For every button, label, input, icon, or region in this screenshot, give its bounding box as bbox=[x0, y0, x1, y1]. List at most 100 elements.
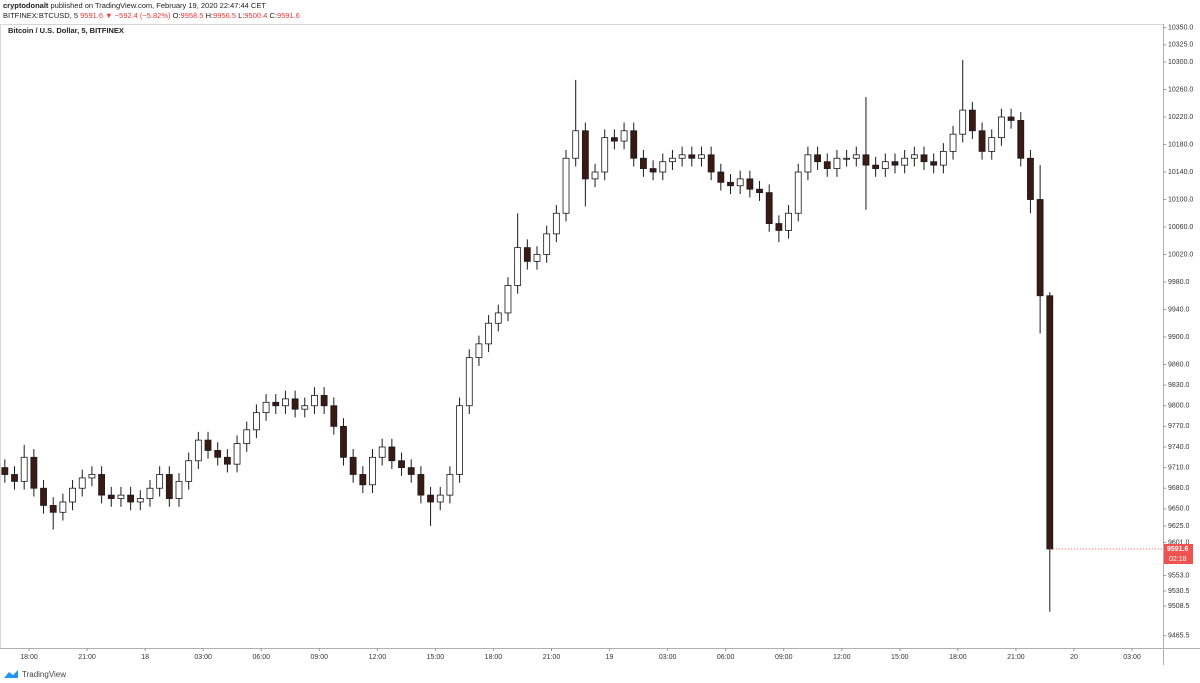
y-tick-label: 9601.0 bbox=[1168, 539, 1190, 546]
candle-body bbox=[601, 137, 609, 173]
candle-body bbox=[388, 446, 396, 462]
x-tick-label: 12:00 bbox=[369, 654, 387, 661]
candle-body bbox=[843, 157, 851, 160]
candle-body bbox=[765, 192, 773, 224]
x-tick-label: 15:00 bbox=[427, 654, 445, 661]
candle-body bbox=[678, 154, 686, 159]
candle-body bbox=[475, 343, 483, 359]
candle-body bbox=[959, 109, 967, 135]
y-tick-label: 9980.0 bbox=[1168, 279, 1190, 286]
candle-body bbox=[939, 150, 947, 166]
candle-body bbox=[446, 474, 454, 496]
y-tick-label: 10060.0 bbox=[1168, 224, 1193, 231]
candle-body bbox=[707, 154, 715, 173]
y-tick-label: 9625.0 bbox=[1168, 523, 1190, 530]
y-tick-label: 9800.0 bbox=[1168, 403, 1190, 410]
candle-body bbox=[194, 439, 202, 462]
y-tick-label: 10140.0 bbox=[1168, 169, 1193, 176]
candle-body bbox=[727, 181, 734, 187]
y-tick-label: 9860.0 bbox=[1168, 361, 1190, 368]
candle-body bbox=[253, 412, 260, 431]
candle-body bbox=[485, 322, 493, 345]
logo-icon bbox=[4, 670, 18, 678]
y-tick-label: 9508.5 bbox=[1168, 603, 1190, 610]
ohlc-label: C: bbox=[269, 11, 277, 20]
candle-body bbox=[688, 154, 696, 159]
ohlc-label: O: bbox=[172, 11, 181, 20]
y-tick-label: 10020.0 bbox=[1168, 251, 1193, 258]
candle-body bbox=[214, 450, 222, 458]
chart-title: Bitcoin / U.S. Dollar, 5, BITFINEX bbox=[8, 26, 124, 35]
candle-body bbox=[833, 157, 841, 169]
candle-body bbox=[581, 130, 589, 180]
candle-body bbox=[1007, 116, 1015, 121]
candle-body bbox=[862, 154, 870, 166]
y-tick-label: 10260.0 bbox=[1168, 86, 1193, 93]
x-tick-label: 03:00 bbox=[1123, 654, 1141, 661]
x-tick-label: 18:00 bbox=[20, 654, 38, 661]
change: 9591.6 ▼ −592.4 (−5.82%) bbox=[80, 11, 171, 20]
candle-body bbox=[823, 161, 831, 169]
candle-body bbox=[852, 154, 860, 159]
y-tick-label: 9553.0 bbox=[1168, 572, 1190, 579]
y-tick-label: 9465.5 bbox=[1168, 633, 1190, 640]
candle-body bbox=[669, 157, 676, 163]
candle-body bbox=[988, 137, 996, 152]
x-tick-label: 03:00 bbox=[194, 654, 212, 661]
candle-body bbox=[698, 154, 705, 159]
candle-body bbox=[107, 494, 115, 499]
candle-body bbox=[69, 487, 76, 503]
candle-body bbox=[920, 154, 928, 163]
candle-body bbox=[610, 137, 618, 142]
candle-body bbox=[117, 494, 125, 499]
candle-body bbox=[349, 456, 357, 475]
candle-body bbox=[659, 161, 667, 173]
candle-body bbox=[785, 212, 792, 231]
candle-body bbox=[968, 109, 976, 132]
x-tick-label: 06:00 bbox=[252, 654, 270, 661]
candle-body bbox=[717, 171, 725, 183]
candle-body bbox=[881, 161, 889, 169]
candle-body bbox=[910, 154, 918, 159]
candles bbox=[1, 59, 1054, 612]
candle-body bbox=[640, 157, 647, 169]
header-line-1: cryptodonalt published on TradingView.co… bbox=[3, 1, 300, 11]
x-tick-label: 06:00 bbox=[717, 654, 735, 661]
candle-body bbox=[185, 460, 193, 482]
candle-body bbox=[1, 467, 9, 475]
y-tick-label: 9740.0 bbox=[1168, 444, 1190, 451]
ohlc-label: H: bbox=[205, 11, 214, 20]
candle-body bbox=[572, 130, 580, 159]
ohlc-value: 9956.5 bbox=[213, 11, 237, 20]
candle-body bbox=[59, 501, 67, 513]
plot-frame bbox=[0, 24, 1164, 649]
symbol: BITFINEX:BTCUSD, 5 bbox=[3, 11, 79, 20]
x-tick-label: 12:00 bbox=[833, 654, 851, 661]
candle-body bbox=[630, 130, 638, 159]
candle-body bbox=[562, 157, 570, 214]
countdown-label: 02:18 bbox=[1169, 556, 1187, 563]
x-tick-label: 03:00 bbox=[659, 654, 677, 661]
candle-body bbox=[98, 474, 105, 496]
y-tick-label: 10350.0 bbox=[1168, 24, 1193, 31]
x-tick-label: 09:00 bbox=[311, 654, 329, 661]
candle-body bbox=[436, 494, 444, 503]
candle-body bbox=[901, 157, 909, 166]
candle-body bbox=[794, 171, 802, 214]
header: cryptodonalt published on TradingView.co… bbox=[3, 1, 300, 21]
y-tick-label: 10325.0 bbox=[1168, 42, 1193, 49]
candle-body bbox=[494, 312, 502, 324]
candle-body bbox=[398, 460, 405, 469]
candle-body bbox=[543, 233, 551, 255]
candle-body bbox=[775, 223, 783, 231]
candle-body bbox=[1017, 120, 1025, 159]
candle-body bbox=[736, 178, 744, 187]
footer-text: TradingView bbox=[22, 670, 66, 679]
candle-body bbox=[620, 130, 628, 142]
candle-body bbox=[814, 154, 821, 163]
candle-body bbox=[504, 285, 512, 314]
y-tick-label: 10180.0 bbox=[1168, 141, 1193, 148]
y-tick-label: 9900.0 bbox=[1168, 334, 1190, 341]
